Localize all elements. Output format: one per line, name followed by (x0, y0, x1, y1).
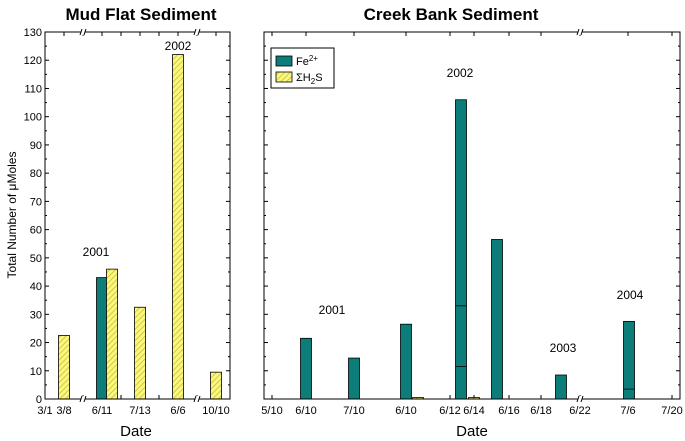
axis-break-gap (81, 396, 85, 402)
x-tick-label: 5/10 (261, 405, 282, 417)
bar-h2s (106, 268, 118, 400)
axis-break-mark (580, 395, 584, 403)
x-tick-label: 6/22 (569, 405, 590, 417)
bar-fe (455, 99, 467, 400)
year-annotation: 2003 (550, 341, 577, 355)
y-tick-label: 60 (30, 225, 42, 237)
y-tick-label: 110 (24, 83, 42, 95)
x-tick-label: 6/10 (395, 405, 416, 417)
bar-h2s (58, 335, 70, 400)
bar-fe (348, 357, 360, 400)
y-tick-label: 100 (24, 112, 42, 124)
creek-bank-panel: 5/10 6/10 7/10 6/10 6/12 6/14 6/16 6/18 6/22 7/6 7… (261, 28, 683, 417)
year-annotation: 2001 (319, 303, 346, 317)
axis-break-mark (197, 28, 201, 36)
legend: Fe2+ ΣH2S (270, 47, 335, 89)
bar-fe (96, 277, 108, 400)
axis-break-gap (578, 396, 582, 402)
legend-label-h2s: ΣH2S (296, 72, 323, 86)
x-tick-label: 7/10 (343, 405, 364, 417)
x-tick-label: 3/8 (56, 405, 71, 417)
y-tick-label: 10 (30, 366, 42, 378)
bar-fe (555, 374, 567, 400)
axis-break-mark (83, 395, 87, 403)
legend-swatch-fe (275, 55, 293, 67)
x-tick-label: 6/14 (463, 405, 484, 417)
y-tick-label: 30 (30, 309, 42, 321)
x-tick-label: 6/10 (295, 405, 316, 417)
bar-fe (400, 323, 412, 400)
x-tick-label: 6/16 (498, 405, 519, 417)
axis-break-mark (79, 28, 83, 36)
y-tick-label: 70 (30, 196, 42, 208)
axis-break-gap (578, 29, 582, 35)
legend-label-fe: Fe2+ (296, 54, 318, 68)
x-tick-label: 6/18 (530, 405, 551, 417)
axis-break-mark (580, 28, 584, 36)
bar-h2s (172, 54, 184, 400)
x-tick-label: 3/1 (37, 405, 52, 417)
axis-break-mark (79, 395, 83, 403)
x-tick-label: 7/6 (620, 405, 635, 417)
bar-fe (623, 320, 635, 400)
x-tick-label: 7/20 (661, 405, 682, 417)
x-axis-label-left: Date (120, 423, 152, 440)
x-axis-label-right: Date (456, 423, 488, 440)
y-tick-label: 80 (30, 168, 42, 180)
axis-break-mark (576, 28, 580, 36)
year-annotation: 2001 (83, 245, 110, 259)
bar-h2s (210, 371, 222, 400)
y-tick-label: 40 (30, 281, 42, 293)
year-annotation: 2004 (617, 288, 644, 302)
y-tick-label: 90 (30, 140, 42, 152)
panel-title-mud-flat: Mud Flat Sediment (65, 5, 216, 24)
year-annotation: 2002 (447, 66, 474, 80)
x-tick-label: 6/11 (92, 405, 113, 417)
legend-swatch-h2s (275, 71, 293, 83)
x-tick-label: 7/13 (129, 405, 150, 417)
x-tick-label: 10/10 (202, 405, 230, 417)
y-tick-label: 120 (24, 55, 42, 67)
axis-break-mark (576, 395, 580, 403)
plot-frame (44, 31, 231, 400)
axis-break-gap (195, 29, 199, 35)
axis-break-gap (81, 29, 85, 35)
axis-break-mark (193, 28, 197, 36)
bar-fe (491, 239, 503, 400)
plot-frame (263, 31, 681, 400)
axis-break-gap (195, 396, 199, 402)
y-axis-label: Total Number of μMoles (5, 152, 19, 279)
bar-fe (300, 337, 312, 400)
y-tick-label: 50 (30, 253, 42, 265)
x-tick-label: 6/12 (439, 405, 460, 417)
year-annotation: 2002 (165, 39, 192, 53)
y-tick-label: 0 (36, 394, 42, 406)
y-tick-label: 20 (30, 338, 42, 350)
axis-break-mark (193, 395, 197, 403)
axis-break-mark (197, 395, 201, 403)
bar-h2s (134, 306, 146, 400)
axis-break-mark (83, 28, 87, 36)
panel-title-creek-bank: Creek Bank Sediment (364, 5, 539, 24)
x-tick-label: 6/6 (170, 405, 185, 417)
y-tick-label: 130 (24, 27, 42, 39)
mud-flat-panel: 0 10 20 30 40 50 60 70 80 90 100 110 120 130 3/1 3/8 6/1… (24, 27, 231, 417)
